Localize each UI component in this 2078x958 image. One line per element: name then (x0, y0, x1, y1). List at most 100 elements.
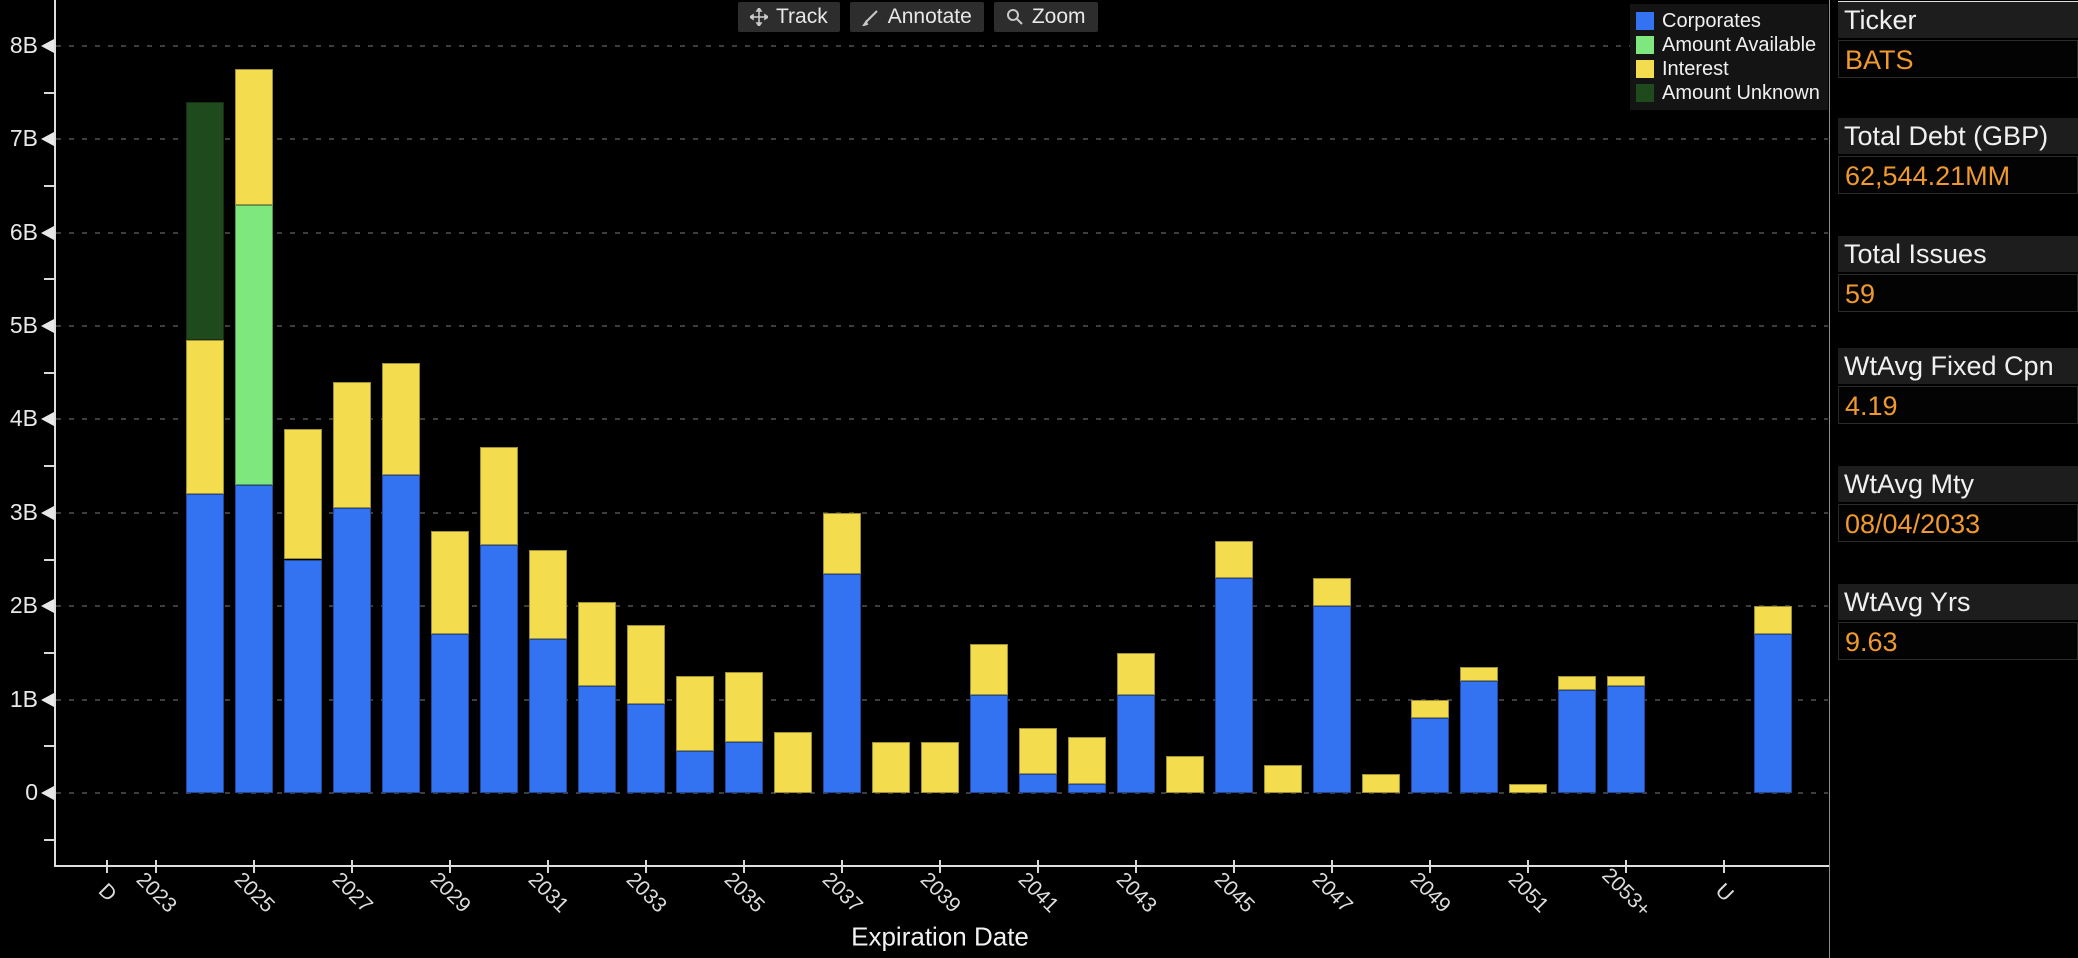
x-axis-line (54, 865, 1830, 867)
bar-2035-segment-corporates[interactable] (725, 742, 763, 793)
x-axis-label: 2025 (229, 868, 279, 918)
x-axis-label: 2031 (523, 868, 573, 918)
bar-2049-segment-interest[interactable] (1411, 700, 1449, 719)
bar-2031-segment-corporates[interactable] (529, 639, 567, 793)
bar-2040-segment-interest[interactable] (970, 644, 1008, 695)
y-axis-label: 0 (0, 779, 38, 806)
panel-label-total-issues: Total Issues (1838, 236, 2078, 272)
bar-2047-segment-corporates[interactable] (1313, 606, 1351, 793)
bar-2032-segment-interest[interactable] (578, 602, 616, 686)
panel-label-ticker: Ticker (1838, 2, 2078, 38)
bar-2041-segment-interest[interactable] (1019, 728, 1057, 775)
bar-2033-segment-interest[interactable] (627, 625, 665, 704)
panel-value-total-issues: 59 (1838, 274, 2078, 312)
bar-2051-segment-interest[interactable] (1509, 784, 1547, 793)
bar-2045-segment-corporates[interactable] (1215, 578, 1253, 793)
legend-label: Amount Available (1662, 34, 1816, 57)
track-icon (750, 8, 768, 26)
bar-2046-segment-interest[interactable] (1264, 765, 1302, 793)
y-axis-label: 3B (0, 499, 38, 526)
bar-2041-segment-corporates[interactable] (1019, 774, 1057, 793)
legend-label: Amount Unknown (1662, 82, 1820, 105)
y-axis-tick-arrow-icon (41, 506, 54, 520)
annotate-button[interactable]: Annotate (850, 2, 984, 32)
gridline (56, 418, 1828, 420)
x-axis-label: 2035 (719, 868, 769, 918)
x-axis-label: 2047 (1307, 868, 1357, 918)
y-axis-tick-arrow-icon (41, 412, 54, 426)
bar-2032-segment-corporates[interactable] (578, 686, 616, 793)
bar-2050-segment-corporates[interactable] (1460, 681, 1498, 793)
panel-value-ticker: BATS (1838, 40, 2078, 78)
bar-2042-segment-corporates[interactable] (1068, 784, 1106, 793)
bar-2025-segment-corporates[interactable] (235, 485, 273, 793)
bar-2028-segment-interest[interactable] (382, 363, 420, 475)
bar-2053+-segment-interest[interactable] (1607, 676, 1645, 685)
bar-2034-segment-interest[interactable] (676, 676, 714, 751)
bar-2038-segment-interest[interactable] (872, 742, 910, 793)
bar-2052-segment-corporates[interactable] (1558, 690, 1596, 793)
bar-2052-segment-interest[interactable] (1558, 676, 1596, 690)
bar-2026-segment-interest[interactable] (284, 429, 322, 560)
bar-2050-segment-interest[interactable] (1460, 667, 1498, 681)
panel-label-wtavg-yrs: WtAvg Yrs (1838, 584, 2078, 620)
bar-2024-segment-corporates[interactable] (186, 494, 224, 793)
legend-item-amount-available: Amount Available (1636, 33, 1822, 57)
debt-distribution-chart-window: TrackAnnotateZoom 01B2B3B4B5B6B7B8BD2023… (0, 0, 2078, 958)
zoom-button-label: Zoom (1032, 5, 1086, 29)
panel-value-wtavg-yrs: 9.63 (1838, 622, 2078, 660)
bar-2029-segment-interest[interactable] (431, 531, 469, 634)
track-button[interactable]: Track (738, 2, 840, 32)
bar-2044-segment-interest[interactable] (1166, 756, 1204, 793)
bar-U-segment-corporates[interactable] (1754, 634, 1792, 793)
y-axis-label: 7B (0, 125, 38, 152)
zoom-button[interactable]: Zoom (994, 2, 1098, 32)
panel-label-wtavg-fixed-cpn: WtAvg Fixed Cpn (1838, 348, 2078, 384)
plot-panel-divider (1829, 0, 1830, 958)
bar-2049-segment-corporates[interactable] (1411, 718, 1449, 793)
bar-2048-segment-interest[interactable] (1362, 774, 1400, 793)
x-axis-label: 2045 (1209, 868, 1259, 918)
legend-label: Interest (1662, 58, 1729, 81)
bar-U-segment-interest[interactable] (1754, 606, 1792, 634)
x-axis-label: 2043 (1111, 868, 1161, 918)
bar-2026-segment-corporates[interactable] (284, 560, 322, 794)
bar-2053+-segment-corporates[interactable] (1607, 686, 1645, 793)
x-axis-title: Expiration Date (851, 922, 1029, 953)
bar-2028-segment-corporates[interactable] (382, 475, 420, 793)
x-axis-label: 2039 (915, 868, 965, 918)
bar-2037-segment-corporates[interactable] (823, 574, 861, 793)
bar-2033-segment-corporates[interactable] (627, 704, 665, 793)
x-axis-label: 2033 (621, 868, 671, 918)
y-axis-label: 2B (0, 592, 38, 619)
bar-2024-segment-interest[interactable] (186, 340, 224, 494)
bar-2029-segment-corporates[interactable] (431, 634, 469, 793)
bar-2039-segment-interest[interactable] (921, 742, 959, 793)
bar-2036-segment-interest[interactable] (774, 732, 812, 793)
x-axis-label: 2027 (327, 868, 377, 918)
legend-swatch-icon (1636, 84, 1654, 102)
y-axis-line (54, 0, 56, 866)
bar-2027-segment-interest[interactable] (333, 382, 371, 508)
bar-2037-segment-interest[interactable] (823, 513, 861, 574)
bar-2034-segment-corporates[interactable] (676, 751, 714, 793)
bar-2042-segment-interest[interactable] (1068, 737, 1106, 784)
bar-2031-segment-interest[interactable] (529, 550, 567, 639)
bar-2045-segment-interest[interactable] (1215, 541, 1253, 578)
annotate-icon (862, 8, 880, 26)
y-axis-tick-arrow-icon (41, 226, 54, 240)
bar-2025-segment-amount-available[interactable] (235, 205, 273, 485)
bar-2035-segment-interest[interactable] (725, 672, 763, 742)
bar-2030-segment-corporates[interactable] (480, 545, 518, 793)
bar-2024-segment-amount-unknown[interactable] (186, 102, 224, 340)
bar-2030-segment-interest[interactable] (480, 447, 518, 545)
bar-2025-segment-interest[interactable] (235, 69, 273, 204)
chart-toolbar: Track Annotate Zoom (738, 2, 1098, 32)
bar-2047-segment-interest[interactable] (1313, 578, 1351, 606)
annotate-button-label: Annotate (888, 5, 972, 29)
bar-2043-segment-interest[interactable] (1117, 653, 1155, 695)
bar-2027-segment-corporates[interactable] (333, 508, 371, 793)
y-axis-label: 4B (0, 405, 38, 432)
bar-2040-segment-corporates[interactable] (970, 695, 1008, 793)
bar-2043-segment-corporates[interactable] (1117, 695, 1155, 793)
